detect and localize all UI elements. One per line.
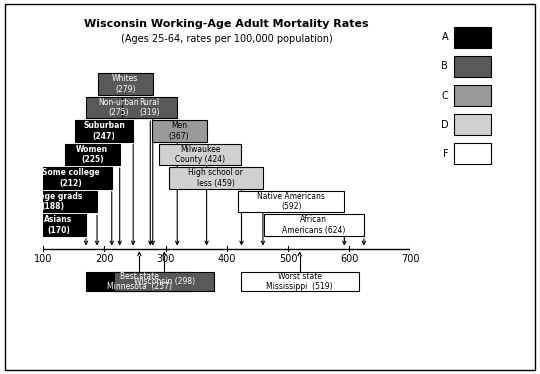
Text: 100: 100 [34,254,52,264]
Text: C: C [442,91,448,101]
Bar [65,144,120,165]
Text: Milwaukee
County (424): Milwaukee County (424) [176,145,226,164]
Text: Native Americans
(592): Native Americans (592) [258,192,325,211]
Text: High school or
less (459): High school or less (459) [188,168,244,188]
Bar [169,167,263,189]
Text: Wisconsin Working-Age Adult Mortality Rates: Wisconsin Working-Age Adult Mortality Ra… [84,19,369,29]
Text: 700: 700 [401,254,420,264]
Text: F: F [443,149,448,159]
Text: 300: 300 [157,254,175,264]
Bar [241,272,359,291]
Bar [454,56,491,77]
Bar [9,191,97,212]
Bar [454,143,491,164]
Bar [159,144,241,165]
Bar [264,214,364,236]
Bar [122,96,177,118]
Bar [75,120,133,142]
Bar [454,114,491,135]
Bar [86,272,192,291]
Bar [30,167,112,189]
Text: 200: 200 [95,254,113,264]
Text: Women
(225): Women (225) [76,145,108,164]
Text: Suburban
(247): Suburban (247) [83,121,125,141]
Text: Asians
(170): Asians (170) [44,215,73,235]
Text: 600: 600 [340,254,359,264]
Text: Some college
(212): Some college (212) [42,168,99,188]
Text: 400: 400 [218,254,236,264]
Bar [86,96,150,118]
Text: Wisconsin (298): Wisconsin (298) [134,277,195,286]
Bar [152,120,207,142]
Text: A: A [442,33,448,42]
Text: Men
(367): Men (367) [169,121,190,141]
Text: Non-urban
(275): Non-urban (275) [98,98,139,117]
Text: African
Americans (624): African Americans (624) [282,215,346,235]
Bar [238,191,345,212]
Text: Best state
Minnesota  (257): Best state Minnesota (257) [107,272,172,291]
Text: 500: 500 [279,254,297,264]
Text: Whites
(279): Whites (279) [112,74,138,94]
Bar [31,214,86,236]
Bar [454,85,491,106]
Text: B: B [442,61,448,71]
Text: (Ages 25-64, rates per 100,000 population): (Ages 25-64, rates per 100,000 populatio… [121,34,333,44]
Text: Worst state
Mississippi  (519): Worst state Mississippi (519) [266,272,333,291]
Text: Rural
(319): Rural (319) [139,98,160,117]
Text: D: D [441,120,448,130]
Bar [98,73,153,95]
Bar [454,27,491,48]
Bar [114,272,214,291]
Text: College grads
(188): College grads (188) [23,192,83,211]
